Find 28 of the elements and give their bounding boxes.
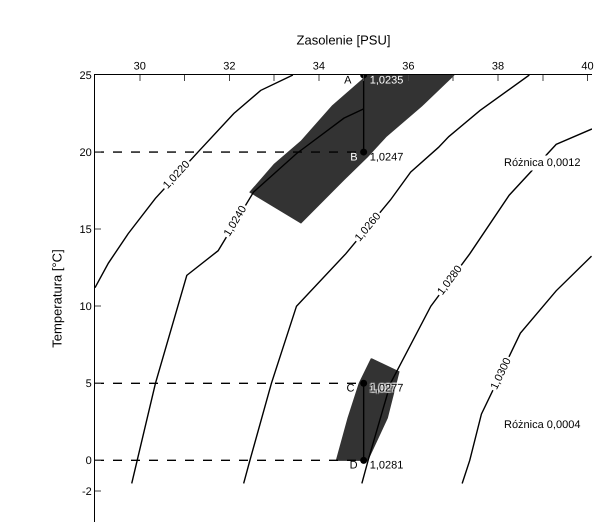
y-tick-label: 25 xyxy=(80,70,92,82)
y-tick-label: 5 xyxy=(86,378,92,390)
annotation: D xyxy=(350,460,364,472)
y-tick-label: 15 xyxy=(80,224,92,236)
x-tick-label: 32 xyxy=(223,60,236,73)
point xyxy=(360,380,368,387)
annotation: B xyxy=(350,151,364,164)
annotation: 1,0247 xyxy=(364,151,404,164)
x-axis-title: Zasolenie [PSU] xyxy=(296,32,390,48)
line-series xyxy=(461,255,592,484)
y-tick-label: 0 xyxy=(86,455,92,468)
annotation: C xyxy=(346,382,364,395)
y-tick-label: -2 xyxy=(82,486,92,498)
x-tick-label: 38 xyxy=(492,60,504,73)
point xyxy=(360,148,368,156)
y-axis-title: Temperatura [°C] xyxy=(50,249,64,348)
x-tick-label: 40 xyxy=(581,60,594,73)
annotation: 1,0281 xyxy=(364,460,404,472)
annotation: Różnica 0,0004 xyxy=(504,419,580,431)
annotation: A xyxy=(344,74,364,86)
annotation: 1,0235 xyxy=(364,74,404,86)
x-tick-label: 34 xyxy=(312,60,325,73)
annotation: Różnica 0,0012 xyxy=(504,157,580,169)
x-tick-label: 30 xyxy=(134,60,146,73)
point xyxy=(360,456,368,464)
y-tick-label: 20 xyxy=(80,146,92,159)
y-tick-label: 10 xyxy=(80,301,92,314)
x-tick-label: 36 xyxy=(402,60,415,73)
